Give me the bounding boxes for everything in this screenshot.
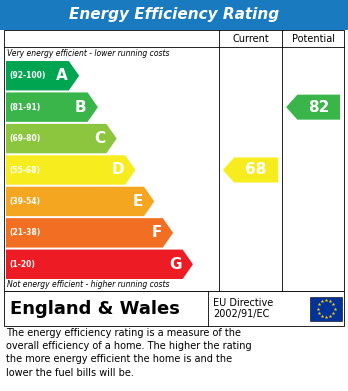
Bar [4,291,344,326]
Bar [0,0,348,30]
Polygon shape [286,95,340,120]
Text: Very energy efficient - lower running costs: Very energy efficient - lower running co… [7,49,169,58]
Text: B: B [75,100,87,115]
Polygon shape [223,158,278,183]
Text: A: A [56,68,68,83]
Text: 82: 82 [308,100,329,115]
Polygon shape [6,218,173,248]
Text: EU Directive
2002/91/EC: EU Directive 2002/91/EC [213,298,273,319]
Text: (81-91): (81-91) [9,103,40,112]
Text: F: F [151,225,162,240]
Text: Current: Current [232,34,269,43]
Text: C: C [94,131,105,146]
Polygon shape [6,249,193,279]
Text: England & Wales: England & Wales [10,300,180,317]
Text: G: G [169,257,182,272]
Polygon shape [6,61,79,90]
Text: (92-100): (92-100) [9,71,45,80]
Text: The energy efficiency rating is a measure of the
overall efficiency of a home. T: The energy efficiency rating is a measur… [6,328,252,378]
Polygon shape [6,124,117,153]
Polygon shape [6,187,154,216]
Text: Energy Efficiency Rating: Energy Efficiency Rating [69,7,279,23]
Text: E: E [133,194,143,209]
Polygon shape [6,155,135,185]
Text: (69-80): (69-80) [9,134,40,143]
Text: D: D [112,163,124,178]
Polygon shape [6,92,98,122]
Text: (21-38): (21-38) [9,228,40,237]
Text: (1-20): (1-20) [9,260,35,269]
Text: 68: 68 [245,163,267,178]
Text: (39-54): (39-54) [9,197,40,206]
Bar [310,296,342,321]
Text: Not energy efficient - higher running costs: Not energy efficient - higher running co… [7,280,169,289]
Text: Potential: Potential [292,34,334,43]
Text: (55-68): (55-68) [9,165,40,174]
Bar [4,30,344,291]
